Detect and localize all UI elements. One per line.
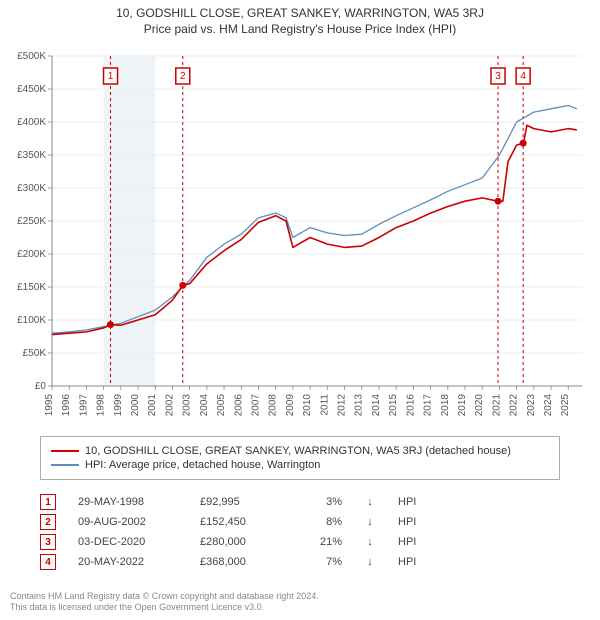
svg-text:£150K: £150K [17,282,46,293]
table-row: 1 29-MAY-1998 £92,995 3% ↓ HPI [40,494,560,510]
svg-text:2020: 2020 [474,394,485,417]
svg-text:2019: 2019 [457,394,468,417]
svg-text:1998: 1998 [96,394,107,417]
svg-text:1997: 1997 [78,394,89,417]
footer-line-1: Contains HM Land Registry data © Crown c… [10,591,319,603]
down-arrow-icon: ↓ [364,496,376,508]
transaction-suffix: HPI [398,536,428,548]
transaction-date: 09-AUG-2002 [78,516,178,528]
svg-text:£400K: £400K [17,117,46,128]
transaction-suffix: HPI [398,496,428,508]
svg-text:£450K: £450K [17,84,46,95]
chart-titles: 10, GODSHILL CLOSE, GREAT SANKEY, WARRIN… [0,0,600,36]
footer: Contains HM Land Registry data © Crown c… [10,591,319,614]
svg-text:2016: 2016 [405,394,416,417]
svg-text:£300K: £300K [17,183,46,194]
down-arrow-icon: ↓ [364,536,376,548]
svg-text:2005: 2005 [216,394,227,417]
svg-text:2018: 2018 [440,394,451,417]
svg-text:1995: 1995 [44,394,55,417]
transaction-pct: 7% [302,556,342,568]
legend-row-1: 10, GODSHILL CLOSE, GREAT SANKEY, WARRIN… [51,445,549,457]
svg-text:2014: 2014 [371,394,382,417]
svg-text:2: 2 [180,71,186,82]
svg-text:2022: 2022 [509,394,520,417]
chart-area: £0 £50K £100K £150K £200K £250K £300K £350K £400… [0,46,600,426]
svg-text:2002: 2002 [164,394,175,417]
svg-text:2009: 2009 [285,394,296,417]
svg-text:£200K: £200K [17,249,46,260]
table-row: 4 20-MAY-2022 £368,000 7% ↓ HPI [40,554,560,570]
footer-line-2: This data is licensed under the Open Gov… [10,602,319,614]
svg-text:2013: 2013 [354,394,365,417]
svg-text:£350K: £350K [17,150,46,161]
legend-row-2: HPI: Average price, detached house, Warr… [51,459,549,471]
svg-text:£0: £0 [35,381,47,392]
transaction-price: £280,000 [200,536,280,548]
svg-text:2012: 2012 [337,394,348,417]
svg-text:£250K: £250K [17,216,46,227]
svg-text:2010: 2010 [302,394,313,417]
svg-text:£50K: £50K [23,348,47,359]
svg-text:£500K: £500K [17,51,46,62]
svg-text:1996: 1996 [61,394,72,417]
svg-text:2021: 2021 [491,394,502,417]
svg-text:2017: 2017 [423,394,434,417]
svg-text:2001: 2001 [147,394,158,417]
svg-text:2000: 2000 [130,394,141,417]
transaction-marker: 1 [40,494,56,510]
legend-label-1: 10, GODSHILL CLOSE, GREAT SANKEY, WARRIN… [85,445,511,457]
svg-text:2003: 2003 [182,394,193,417]
transaction-price: £92,995 [200,496,280,508]
svg-text:3: 3 [495,71,501,82]
page: 10, GODSHILL CLOSE, GREAT SANKEY, WARRIN… [0,0,600,620]
transaction-date: 03-DEC-2020 [78,536,178,548]
svg-text:2006: 2006 [233,394,244,417]
transactions-table: 1 29-MAY-1998 £92,995 3% ↓ HPI 2 09-AUG-2002 £15… [40,490,560,574]
svg-text:1999: 1999 [113,394,124,417]
svg-text:2008: 2008 [268,394,279,417]
title-line-2: Price paid vs. HM Land Registry's House … [0,22,600,36]
transaction-date: 20-MAY-2022 [78,556,178,568]
legend-swatch-2 [51,464,79,466]
transaction-price: £152,450 [200,516,280,528]
legend: 10, GODSHILL CLOSE, GREAT SANKEY, WARRIN… [40,436,560,480]
svg-text:1: 1 [108,71,114,82]
svg-text:2007: 2007 [250,394,261,417]
price-chart: £0 £50K £100K £150K £200K £250K £300K £350K £400… [0,46,600,426]
down-arrow-icon: ↓ [364,516,376,528]
transaction-price: £368,000 [200,556,280,568]
title-line-1: 10, GODSHILL CLOSE, GREAT SANKEY, WARRIN… [0,6,600,20]
svg-text:4: 4 [520,71,526,82]
transaction-marker: 4 [40,554,56,570]
transaction-pct: 21% [302,536,342,548]
transaction-suffix: HPI [398,516,428,528]
legend-swatch-1 [51,450,79,452]
svg-text:2011: 2011 [319,394,330,416]
svg-text:2025: 2025 [560,394,571,417]
svg-text:2015: 2015 [388,394,399,417]
table-row: 3 03-DEC-2020 £280,000 21% ↓ HPI [40,534,560,550]
transaction-marker: 3 [40,534,56,550]
down-arrow-icon: ↓ [364,556,376,568]
transaction-date: 29-MAY-1998 [78,496,178,508]
svg-text:2024: 2024 [543,394,554,417]
transaction-pct: 8% [302,516,342,528]
svg-text:£100K: £100K [17,315,46,326]
table-row: 2 09-AUG-2002 £152,450 8% ↓ HPI [40,514,560,530]
transaction-pct: 3% [302,496,342,508]
transaction-marker: 2 [40,514,56,530]
svg-text:2023: 2023 [526,394,537,417]
transaction-suffix: HPI [398,556,428,568]
legend-label-2: HPI: Average price, detached house, Warr… [85,459,320,471]
svg-text:2004: 2004 [199,394,210,417]
